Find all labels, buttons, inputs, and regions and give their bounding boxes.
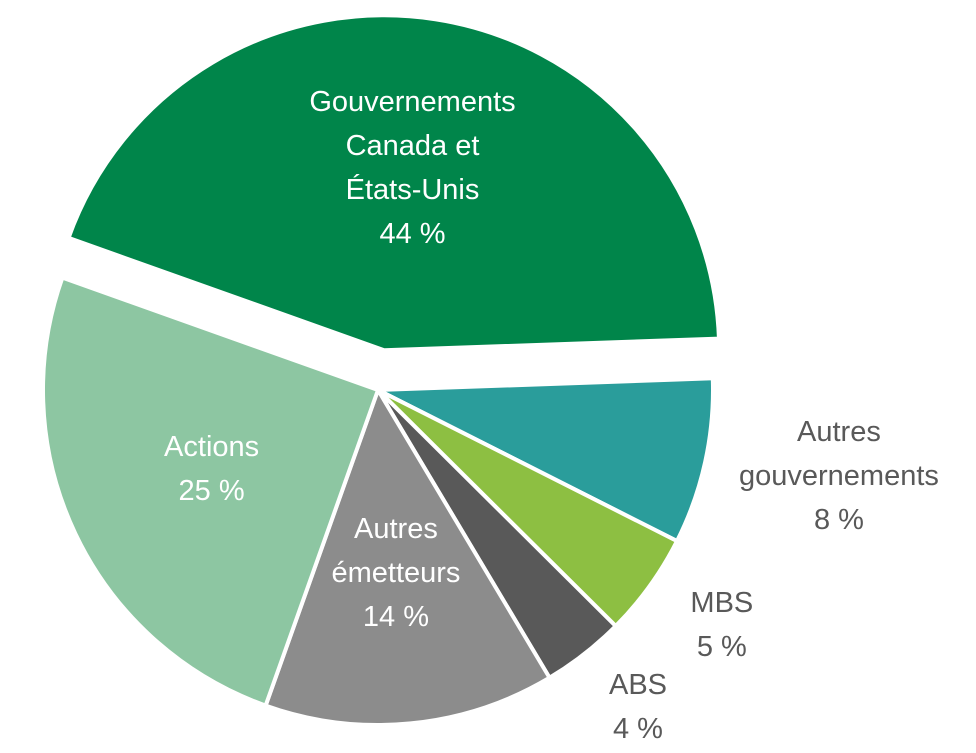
value-label: 44 % xyxy=(379,218,446,251)
value-label: 14 % xyxy=(362,601,429,634)
category-label: Actions xyxy=(164,431,260,464)
value-label: 5 % xyxy=(696,631,747,664)
category-label: Gouvernements Canada et États-Unis xyxy=(309,86,516,207)
slice-label: Gouvernements Canada et États-Unis 44 % xyxy=(309,80,515,256)
slice-label: Autres émetteurs 14 % xyxy=(331,507,460,639)
category-label: Autres gouvernements xyxy=(738,416,939,493)
value-label: 8 % xyxy=(813,504,864,537)
category-label: Autres émetteurs xyxy=(331,513,461,590)
value-label: 25 % xyxy=(178,475,245,508)
slice-label: Actions 25 % xyxy=(164,425,259,513)
pie-slice xyxy=(41,275,380,708)
category-label: ABS xyxy=(608,668,668,701)
slice-label: ABS 4 % xyxy=(609,663,667,751)
slice-label: MBS 5 % xyxy=(690,581,753,669)
pie-slice xyxy=(263,388,552,727)
value-label: 4 % xyxy=(613,712,663,745)
slice-label: Autres gouvernements 8 % xyxy=(739,410,939,542)
pie-slice xyxy=(376,376,715,544)
category-label: MBS xyxy=(690,587,754,620)
pie-slice xyxy=(66,13,721,353)
